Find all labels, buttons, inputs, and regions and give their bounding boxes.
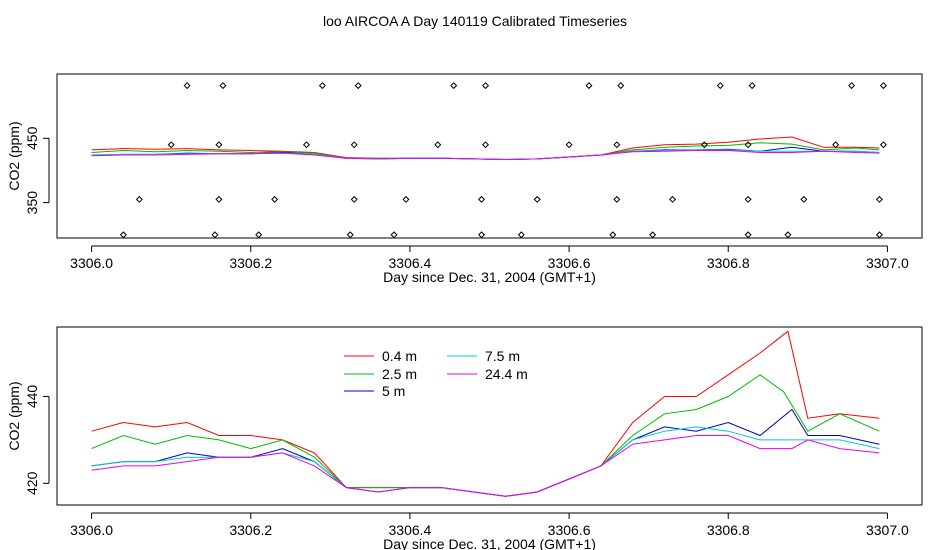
data-point	[450, 82, 458, 90]
series-line	[91, 150, 880, 161]
x-tick-label: 3306.4	[389, 255, 432, 271]
data-point	[716, 82, 724, 90]
x-tick-label: 3306.0	[70, 255, 113, 271]
data-point	[613, 195, 621, 203]
data-point	[875, 195, 883, 203]
data-point	[585, 82, 593, 90]
data-point	[167, 141, 175, 149]
data-point	[215, 141, 223, 149]
data-point	[649, 231, 657, 239]
data-point	[744, 231, 752, 239]
data-point	[302, 141, 310, 149]
legend-label: 7.5 m	[485, 348, 520, 364]
series-line	[91, 136, 880, 161]
x-tick-label: 3307.0	[866, 255, 909, 271]
data-point	[848, 82, 856, 90]
y-tick-label: 420	[24, 471, 40, 495]
data-point	[609, 231, 617, 239]
data-point	[748, 82, 756, 90]
top-panel: 3306.0 3306.2 3306.4 3306.6 3306.8 3307.0 Day …	[6, 73, 923, 285]
data-point	[346, 231, 354, 239]
data-point	[354, 82, 362, 90]
data-point	[119, 231, 127, 239]
legend-label: 2.5 m	[382, 366, 417, 382]
x-tick-label: 3306.8	[707, 255, 750, 271]
series-line	[91, 408, 880, 497]
data-point	[271, 195, 279, 203]
data-point	[482, 141, 490, 149]
data-point	[565, 141, 573, 149]
x-tick-label: 3306.2	[229, 255, 272, 271]
plot-frame	[56, 326, 923, 506]
data-point	[482, 82, 490, 90]
x-axis-label: Day since Dec. 31, 2004 (GMT+1)	[383, 536, 596, 550]
legend-label: 24.4 m	[485, 366, 528, 382]
series-line	[91, 435, 880, 497]
data-point	[402, 195, 410, 203]
data-point	[617, 82, 625, 90]
series-line	[91, 426, 880, 497]
data-point	[215, 195, 223, 203]
x-tick-label: 3306.6	[548, 522, 591, 538]
data-point	[318, 82, 326, 90]
data-point	[832, 141, 840, 149]
chart-title: loo AIRCOA A Day 140119 Calibrated Times…	[323, 13, 627, 29]
data-point	[478, 195, 486, 203]
data-point	[211, 231, 219, 239]
data-point	[879, 82, 887, 90]
x-tick-label: 3306.8	[707, 522, 750, 538]
data-point	[390, 231, 398, 239]
data-point	[434, 141, 442, 149]
data-point	[744, 141, 752, 149]
data-point	[784, 231, 792, 239]
data-point	[879, 141, 887, 149]
x-tick-label: 3306.2	[229, 522, 272, 538]
data-point	[350, 195, 358, 203]
x-tick-label: 3306.0	[70, 522, 113, 538]
data-point	[350, 141, 358, 149]
x-tick-label: 3307.0	[866, 522, 909, 538]
data-point	[744, 195, 752, 203]
x-axis-label: Day since Dec. 31, 2004 (GMT+1)	[383, 269, 596, 285]
data-point	[613, 141, 621, 149]
legend-label: 0.4 m	[382, 348, 417, 364]
y-tick-label: 350	[24, 191, 40, 215]
series-line	[91, 374, 880, 497]
data-point	[219, 82, 227, 90]
data-point	[478, 231, 486, 239]
data-point	[800, 195, 808, 203]
data-point	[255, 231, 263, 239]
data-point	[517, 231, 525, 239]
x-tick-label: 3306.4	[389, 522, 432, 538]
y-axis-label: CO2 (ppm)	[6, 381, 22, 450]
data-point	[183, 82, 191, 90]
data-point	[135, 195, 143, 203]
x-tick-label: 3306.6	[548, 255, 591, 271]
data-point	[700, 141, 708, 149]
data-point	[669, 195, 677, 203]
legend-label: 5 m	[382, 383, 405, 399]
bottom-panel: 3306.0 3306.2 3306.4 3306.6 3306.8 3307.0 Day …	[6, 326, 923, 550]
y-axis-label: CO2 (ppm)	[6, 121, 22, 190]
y-tick-label: 440	[24, 385, 40, 409]
data-point	[875, 231, 883, 239]
plot-frame	[56, 73, 923, 239]
data-point	[533, 195, 541, 203]
y-tick-label: 450	[24, 126, 40, 150]
